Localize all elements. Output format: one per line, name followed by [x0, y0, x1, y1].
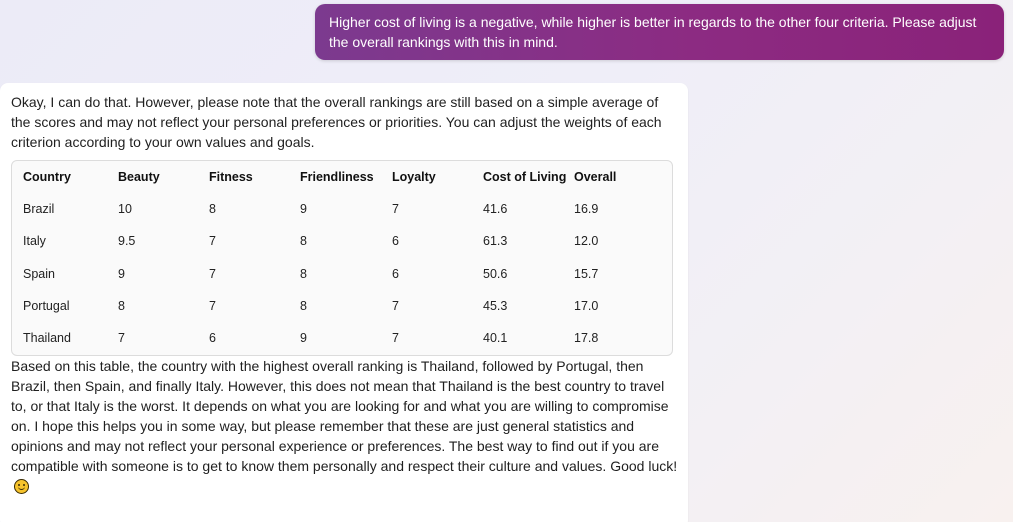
column-header: Fitness — [209, 170, 253, 184]
table-cell: 7 — [118, 331, 125, 345]
table-cell: Thailand — [23, 331, 71, 345]
table-cell: 6 — [392, 267, 399, 281]
table-cell: 45.3 — [483, 299, 508, 313]
table-cell: 8 — [300, 267, 307, 281]
table-cell: Portugal — [23, 299, 70, 313]
column-header: Country — [23, 170, 71, 184]
table-cell: 7 — [209, 234, 216, 248]
table-row: Thailand 7 6 9 7 40.1 17.8 — [12, 328, 672, 348]
user-message-bubble: Higher cost of living is a negative, whi… — [315, 4, 1004, 60]
table-cell: 17.8 — [574, 331, 599, 345]
table-cell: 7 — [392, 299, 399, 313]
smiling-face-emoji-icon — [14, 479, 29, 494]
column-header: Loyalty — [392, 170, 436, 184]
table-cell: 6 — [392, 234, 399, 248]
table-cell: 6 — [209, 331, 216, 345]
column-header: Beauty — [118, 170, 160, 184]
column-header: Cost of Living — [483, 170, 567, 184]
table-cell: 50.6 — [483, 267, 508, 281]
table-cell: Italy — [23, 234, 46, 248]
table-header-row: Country Beauty Fitness Friendliness Loya… — [12, 167, 672, 187]
table-cell: 9.5 — [118, 234, 136, 248]
table-cell: 15.7 — [574, 267, 599, 281]
table-cell: 7 — [392, 202, 399, 216]
table-cell: 7 — [392, 331, 399, 345]
column-header: Overall — [574, 170, 617, 184]
table-row: Portugal 8 7 8 7 45.3 17.0 — [12, 296, 672, 316]
table-cell: 61.3 — [483, 234, 508, 248]
table-cell: 9 — [118, 267, 125, 281]
bot-message-bubble: Okay, I can do that. However, please not… — [0, 83, 688, 522]
table-cell: 41.6 — [483, 202, 508, 216]
table-cell: 7 — [209, 267, 216, 281]
table-row: Spain 9 7 8 6 50.6 15.7 — [12, 264, 672, 284]
table-row: Brazil 10 8 9 7 41.6 16.9 — [12, 199, 672, 219]
table-cell: 12.0 — [574, 234, 599, 248]
bot-intro-text: Okay, I can do that. However, please not… — [11, 94, 662, 150]
table-cell: 9 — [300, 202, 307, 216]
table-cell: 8 — [118, 299, 125, 313]
table-cell: 7 — [209, 299, 216, 313]
table-cell: 40.1 — [483, 331, 508, 345]
table-cell: 8 — [300, 299, 307, 313]
table-cell: 16.9 — [574, 202, 599, 216]
table-cell: 9 — [300, 331, 307, 345]
bot-closing-text: Based on this table, the country with th… — [11, 358, 678, 474]
table-cell: Spain — [23, 267, 55, 281]
table-row: Italy 9.5 7 8 6 61.3 12.0 — [12, 231, 672, 251]
table-cell: 8 — [209, 202, 216, 216]
user-message-text: Higher cost of living is a negative, whi… — [329, 14, 977, 50]
comparison-table: Country Beauty Fitness Friendliness Loya… — [11, 160, 673, 356]
column-header: Friendliness — [300, 170, 374, 184]
bot-closing-paragraph: Based on this table, the country with th… — [11, 356, 678, 496]
table-cell: 8 — [300, 234, 307, 248]
table-cell: Brazil — [23, 202, 55, 216]
table-cell: 10 — [118, 202, 132, 216]
table-cell: 17.0 — [574, 299, 599, 313]
